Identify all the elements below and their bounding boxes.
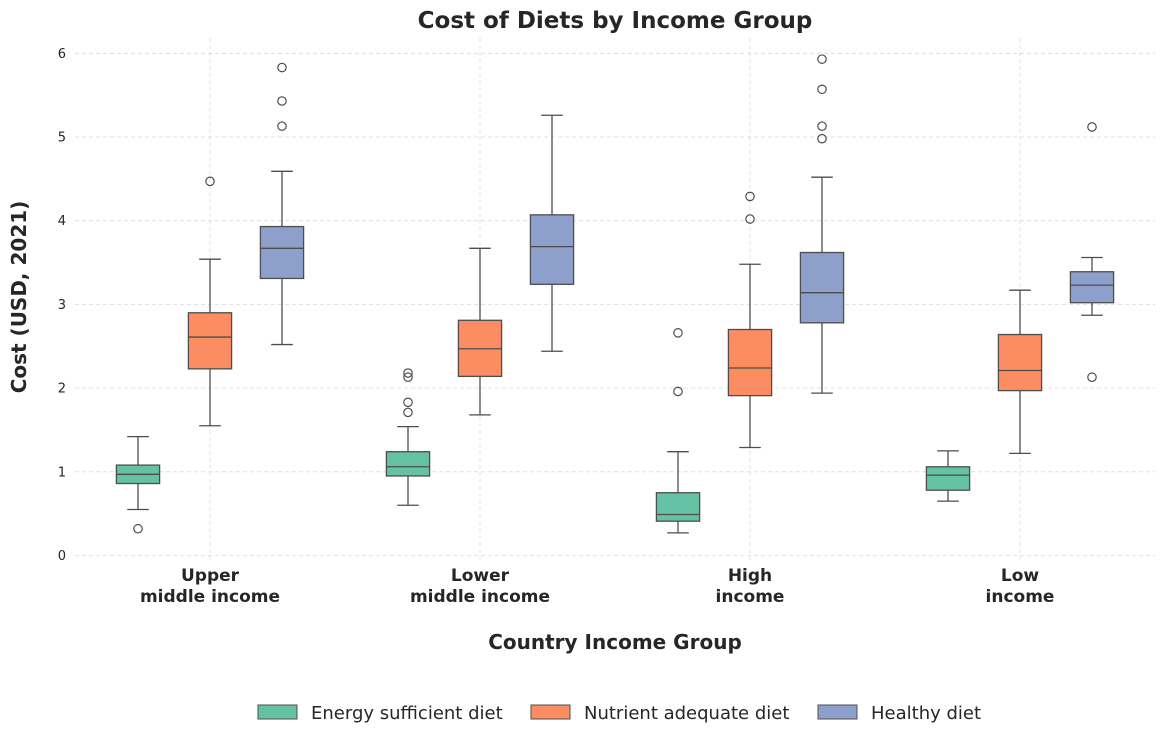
x-tick-label: Lower middle income [410,566,550,607]
legend-swatch [257,704,298,720]
y-tick-label: 6 [58,47,66,62]
outlier-point [1087,372,1097,383]
box [997,333,1043,392]
outlier-point [745,214,755,224]
outlier-point [673,386,683,397]
box-group [259,62,305,346]
box-group [115,435,161,534]
chart-title: Cost of Diets by Income Group [418,8,813,34]
box [187,312,233,370]
box-group [457,247,503,416]
x-axis-label: Country Income Group [488,630,742,654]
outlier-point [277,121,287,131]
legend-swatch [817,704,858,720]
legend-item: Healthy diet [817,703,981,724]
grid-layer [75,38,1155,563]
outlier-point [133,523,143,534]
x-tick-label: Low income [986,566,1055,607]
x-tick-labels: Upper middle income Lower middle income High… [140,566,1055,607]
box-group [187,176,233,427]
legend-label: Energy sufficient diet [311,703,503,724]
y-tick-label: 1 [58,465,66,480]
outlier-point [277,96,287,106]
y-tick-label: 3 [58,298,66,313]
box-group [799,54,845,394]
outlier-point [205,176,215,187]
outlier-point [817,84,827,95]
box [529,214,575,285]
y-axis-label: Cost (USD, 2021) [7,201,31,394]
box-group [925,450,971,502]
outlier-point [403,372,413,383]
legend-item: Energy sufficient diet [257,703,503,724]
outlier-point [403,368,413,378]
box [799,251,845,324]
legend-swatch [530,704,571,720]
outlier-point [817,133,827,144]
box-layer [115,54,1115,534]
box-group [655,328,701,534]
x-tick-label: Upper middle income [140,566,280,607]
outlier-point [277,62,287,73]
legend-item: Nutrient adequate diet [530,703,789,724]
outlier-point [673,328,683,338]
box [259,225,305,280]
legend-label: Healthy diet [871,703,981,724]
outlier-point [745,191,755,202]
x-tick-label: High income [716,566,785,607]
box [655,492,701,522]
legend: Energy sufficient diet Nutrient adequate … [257,703,981,724]
outlier-point [817,54,827,64]
box-group [385,368,431,506]
box-group [727,191,773,449]
box [925,466,971,491]
box [385,451,431,477]
box-group [1069,122,1115,383]
y-tick-label: 2 [58,382,66,397]
outlier-point [817,121,827,131]
legend-label: Nutrient adequate diet [584,703,789,724]
box-group [997,289,1043,455]
outlier-point [403,407,413,418]
outlier-point [1087,122,1097,132]
y-tick-label: 5 [58,131,66,146]
box [727,328,773,397]
outlier-point [403,397,413,408]
y-tick-labels: 0 1 2 3 4 5 6 [58,47,66,564]
y-tick-label: 4 [58,214,66,229]
box [1069,271,1115,304]
y-tick-label: 0 [58,549,66,564]
box-group [529,114,575,352]
